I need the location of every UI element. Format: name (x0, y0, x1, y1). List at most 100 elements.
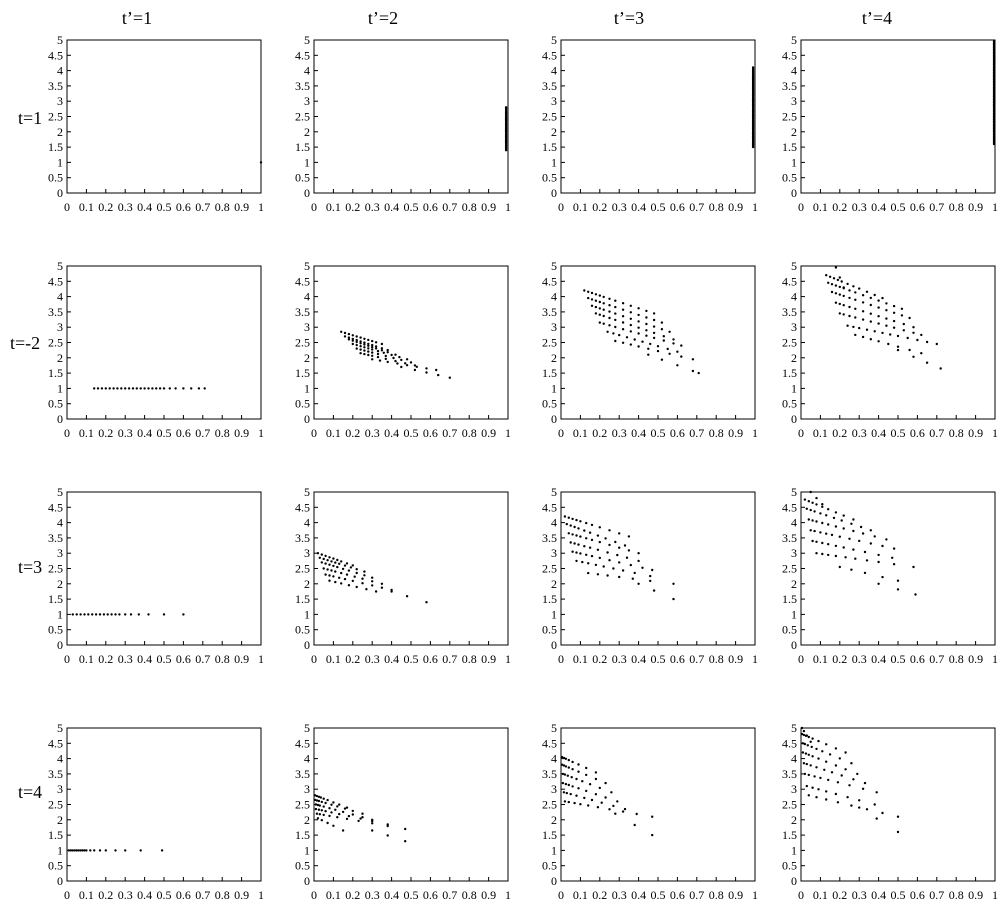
column-headers: t’=1 t’=2 t’=3 t’=4 (122, 8, 892, 28)
x-tick-label: 0.1 (813, 200, 828, 214)
data-point (842, 514, 845, 517)
data-point (566, 774, 569, 777)
x-tick-label: 0.9 (481, 652, 496, 666)
data-point (852, 548, 855, 551)
data-point (351, 813, 354, 816)
data-point (869, 320, 872, 323)
y-tick-label: 2 (791, 351, 797, 365)
data-point (649, 574, 652, 578)
data-point (579, 803, 582, 806)
x-tick-label: 0.7 (689, 200, 704, 214)
x-tick-label: 0.5 (404, 426, 419, 440)
data-point (916, 338, 919, 342)
data-point (660, 358, 664, 361)
data-point (120, 387, 123, 390)
data-point (600, 801, 603, 804)
x-tick-label: 1 (258, 888, 264, 902)
x-tick-label: 0.8 (215, 426, 230, 440)
col-header-3: t’=3 (614, 8, 644, 28)
y-tick-label: 4.5 (782, 48, 797, 62)
data-point (652, 331, 656, 335)
data-point (598, 786, 601, 790)
data-point (390, 590, 393, 593)
data-point (404, 827, 407, 831)
y-tick-label: 3 (551, 782, 557, 796)
data-point (363, 570, 366, 573)
data-point (404, 840, 407, 843)
y-tick-label: 0 (791, 874, 797, 888)
data-point (645, 322, 648, 326)
data-point (815, 796, 818, 799)
data-point (585, 537, 588, 540)
data-point (825, 532, 828, 535)
x-tick-label: 1 (992, 652, 998, 666)
plot-frame (66, 491, 262, 646)
y-tick-label: 0.5 (782, 397, 797, 411)
row-header-2: t=-2 (10, 333, 40, 353)
data-point (621, 569, 625, 572)
data-point (805, 507, 808, 510)
data-point (435, 368, 438, 372)
panel-r1-c1: 00.511.522.533.544.550 0.1 0.2 0.3 0.4 0.5 0.6… (48, 33, 264, 214)
data-point (668, 330, 671, 333)
data-point (182, 613, 185, 616)
data-point (583, 545, 586, 548)
col-header-1: t’=1 (122, 8, 152, 28)
data-point (590, 304, 594, 307)
data-point (114, 849, 117, 852)
y-tick-label: 0 (57, 412, 63, 426)
x-tick-label: 0.4 (137, 200, 152, 214)
data-point (875, 791, 878, 794)
y-tick-label: 0 (304, 874, 310, 888)
data-point (651, 833, 654, 837)
x-tick-label: 0.6 (670, 888, 685, 902)
y-tick-label: 4 (57, 290, 63, 304)
data-point (382, 351, 385, 354)
x-tick-label: 0.7 (929, 888, 944, 902)
data-point (588, 546, 592, 549)
col-header-2: t’=2 (368, 8, 398, 28)
x-tick-label: 0.1 (79, 652, 94, 666)
x-tick-label: 0 (558, 652, 564, 666)
y-tick-label: 5 (791, 33, 797, 47)
y-tick-label: 2 (304, 577, 310, 591)
data-point (567, 800, 570, 804)
x-tick-label: 0.1 (326, 888, 341, 902)
x-tick-label: 0.1 (79, 200, 94, 214)
data-point (367, 342, 370, 346)
data-point (637, 345, 640, 348)
data-point (834, 511, 838, 514)
y-tick-label: 1 (791, 607, 797, 621)
data-point (394, 353, 397, 356)
data-point (838, 565, 841, 569)
data-point (340, 582, 343, 585)
x-tick-label: 0.1 (326, 426, 341, 440)
x-tick-label: 0.2 (592, 652, 607, 666)
data-point (896, 334, 900, 338)
data-point (330, 560, 333, 563)
plot-frame (66, 39, 262, 194)
data-point (363, 349, 366, 352)
x-tick-label: 0.4 (871, 200, 886, 214)
data-point (345, 573, 349, 576)
y-tick-label: 2 (57, 125, 63, 139)
data-point (803, 498, 807, 501)
data-point (355, 347, 358, 350)
data-point (842, 527, 845, 530)
x-tick-label: 0.1 (573, 652, 588, 666)
data-point (805, 784, 808, 788)
data-point (850, 568, 853, 571)
data-point (560, 763, 564, 766)
x-tick-label: 0 (558, 200, 564, 214)
data-point (340, 560, 343, 563)
x-tick-label: 1 (505, 426, 511, 440)
data-point (345, 562, 349, 565)
x-tick-label: 0.7 (689, 426, 704, 440)
data-point (885, 538, 888, 541)
data-point (590, 554, 594, 558)
data-point (355, 568, 358, 571)
data-point (563, 515, 567, 518)
x-tick-label: 0.8 (949, 200, 964, 214)
data-point (349, 566, 353, 569)
data-point (384, 357, 387, 361)
